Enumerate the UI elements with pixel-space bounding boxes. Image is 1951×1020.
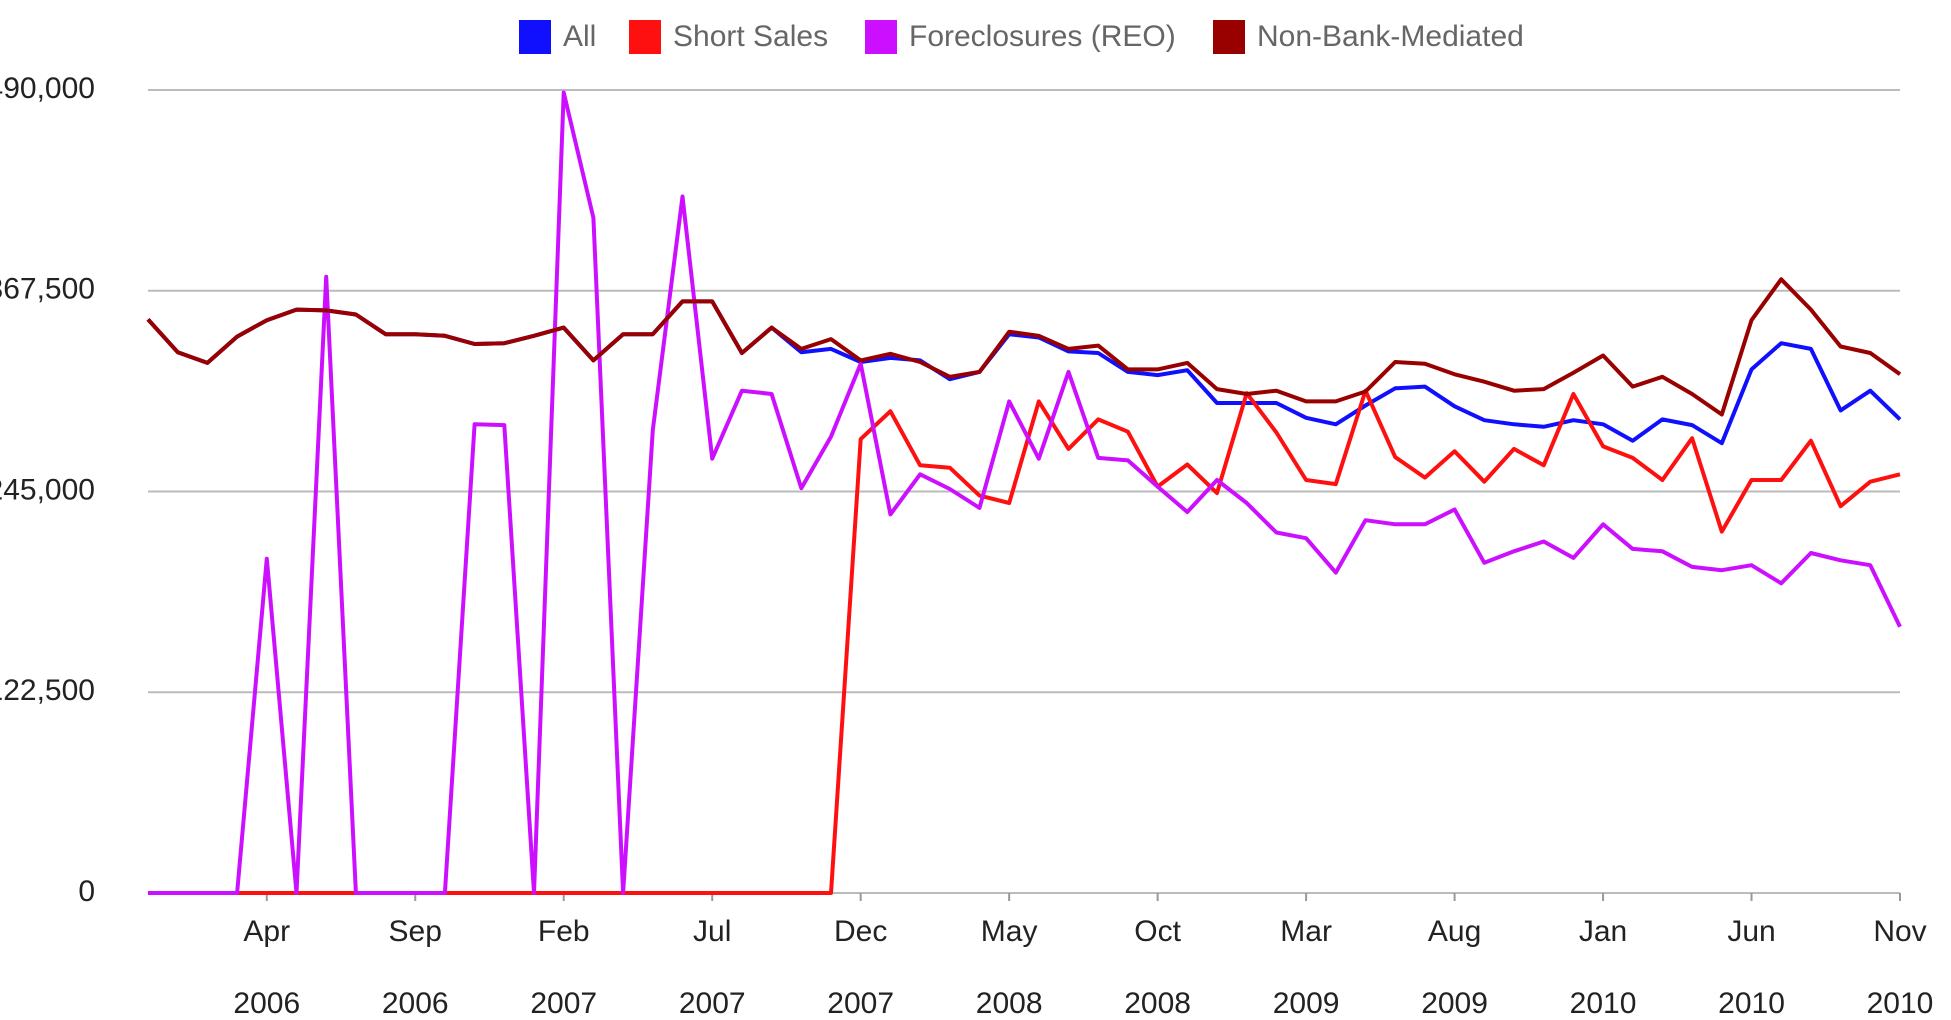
x-tick-label: Oct 2008 — [1124, 915, 1191, 1020]
legend-swatch — [1213, 20, 1245, 54]
y-tick-label: 245,000 — [0, 473, 95, 506]
series-line — [148, 90, 1902, 895]
x-tick-label: Feb 2007 — [530, 915, 597, 1020]
x-tick-label: Sep 2006 — [382, 915, 449, 1020]
series-line — [146, 277, 1902, 417]
x-tick-label: Apr 2006 — [233, 915, 300, 1020]
legend-swatch — [519, 20, 551, 54]
legend-label: Foreclosures (REO) — [909, 20, 1176, 53]
legend-label: Non-Bank-Mediated — [1257, 20, 1524, 53]
x-tick-label: Jan 2010 — [1570, 915, 1637, 1020]
series-line — [148, 388, 1901, 895]
x-tick-label: Aug 2009 — [1421, 915, 1488, 1020]
legend-swatch — [629, 20, 661, 54]
x-tick-label: Jul 2007 — [679, 915, 746, 1020]
x-tick-label: Dec 2007 — [827, 915, 894, 1020]
x-tick-label: May 2008 — [976, 915, 1043, 1020]
legend-swatch — [865, 20, 897, 54]
series-line — [146, 299, 1902, 446]
legend-label: All — [563, 20, 596, 53]
x-tick-label: Jun 2010 — [1718, 915, 1785, 1020]
y-tick-label: 122,500 — [0, 674, 95, 707]
y-tick-label: 490,000 — [0, 72, 95, 105]
x-tick-label: Nov 2010 — [1867, 915, 1934, 1020]
legend-label: Short Sales — [673, 20, 828, 53]
y-tick-label: 367,500 — [0, 273, 95, 306]
y-tick-label: 0 — [78, 875, 95, 908]
x-tick-label: Mar 2009 — [1273, 915, 1340, 1020]
